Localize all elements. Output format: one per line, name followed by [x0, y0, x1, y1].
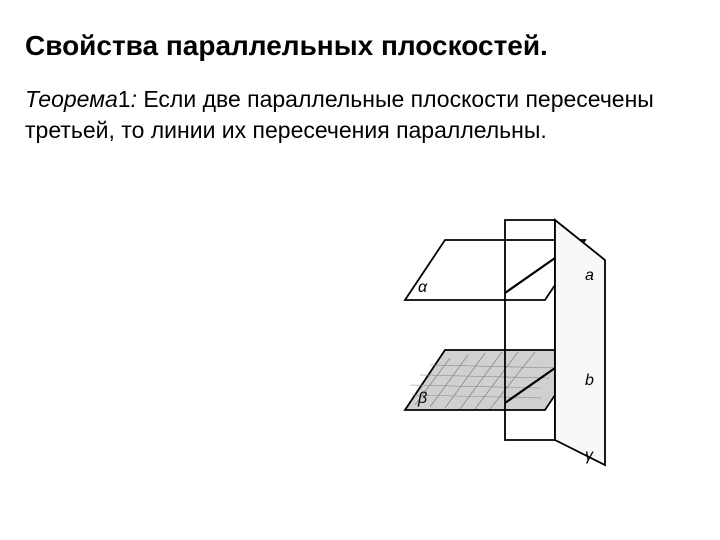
theorem-text: Теорема1: Если две параллельные плоскост… [25, 84, 695, 146]
label-b: b [585, 372, 594, 389]
diagram-svg: α a β b γ [390, 210, 650, 480]
planes-diagram: α a β b γ [390, 210, 650, 480]
label-alpha: α [418, 279, 428, 296]
theorem-label: Теорема1: [25, 86, 137, 112]
label-a: a [585, 267, 594, 284]
page-title: Свойства параллельных плоскостей. [25, 30, 695, 62]
label-gamma: γ [585, 447, 594, 464]
label-beta: β [417, 390, 427, 407]
